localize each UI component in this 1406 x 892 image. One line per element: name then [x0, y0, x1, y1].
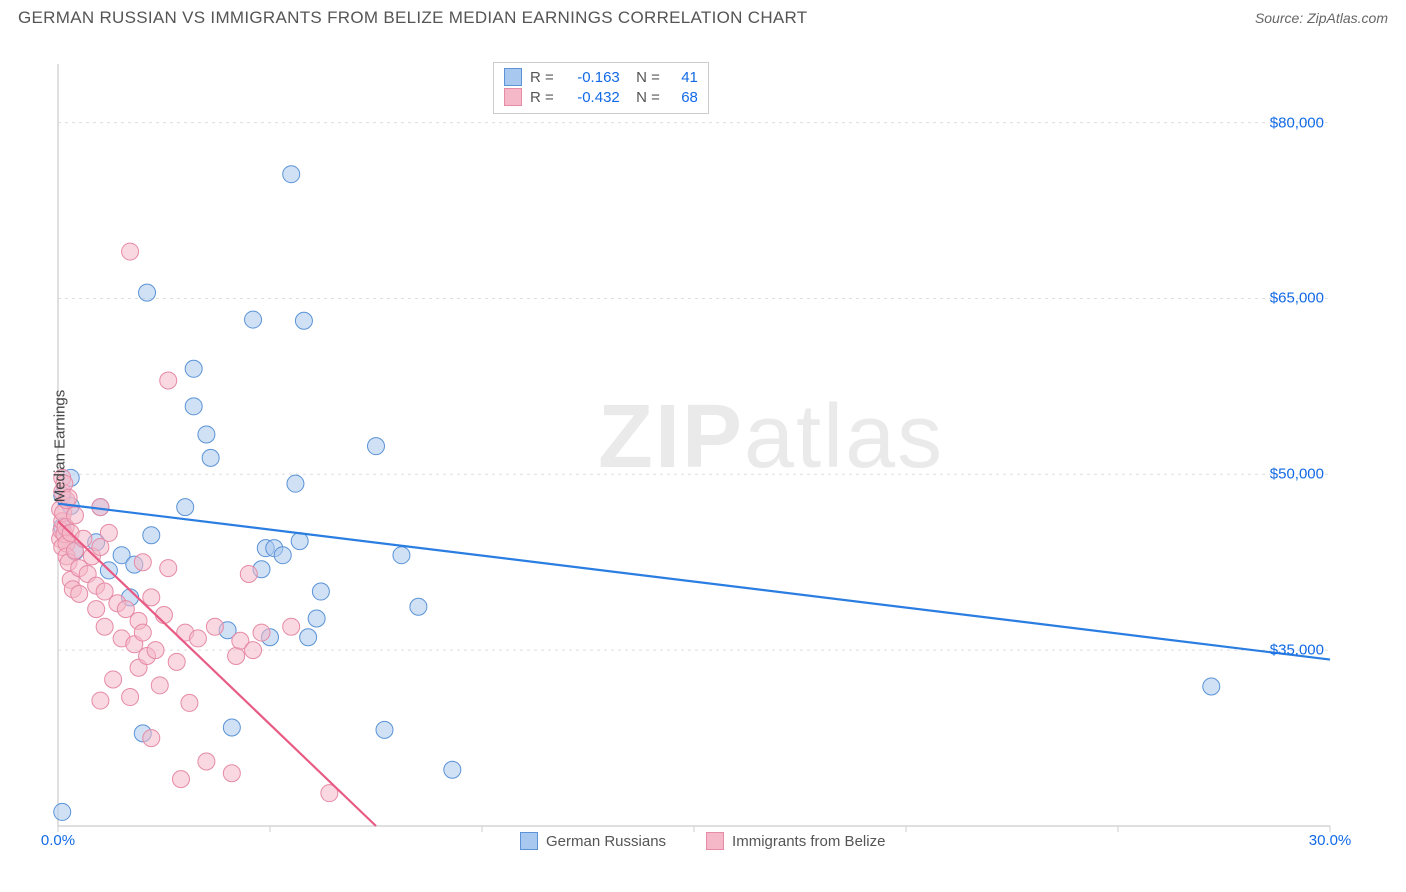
legend-swatch	[504, 68, 522, 86]
y-tick-label: $50,000	[1270, 466, 1324, 483]
y-tick-label: $65,000	[1270, 290, 1324, 307]
y-tick-label: $35,000	[1270, 642, 1324, 659]
legend-series-item: Immigrants from Belize	[706, 832, 885, 850]
legend-swatch	[706, 832, 724, 850]
chart-title: GERMAN RUSSIAN VS IMMIGRANTS FROM BELIZE…	[18, 8, 808, 28]
legend-swatch	[504, 88, 522, 106]
y-axis-label: Median Earnings	[52, 390, 69, 503]
scatter-plot	[48, 56, 1388, 836]
legend-swatch	[520, 832, 538, 850]
legend-stat-row: R = -0.163 N = 41	[504, 67, 698, 87]
x-tick-label: 0.0%	[41, 832, 75, 858]
legend-series-label: Immigrants from Belize	[732, 833, 885, 850]
legend-stat-row: R = -0.432 N = 68	[504, 87, 698, 107]
series-legend: German Russians Immigrants from Belize	[520, 832, 885, 850]
x-tick-label: 30.0%	[1309, 832, 1352, 858]
legend-series-label: German Russians	[546, 833, 666, 850]
legend-series-item: German Russians	[520, 832, 666, 850]
correlation-legend: R = -0.163 N = 41R = -0.432 N = 68	[493, 62, 709, 114]
y-tick-label: $80,000	[1270, 114, 1324, 131]
source-attribution: Source: ZipAtlas.com	[1255, 10, 1388, 26]
chart-container: Median Earnings ZIPatlas $35,000$50,000$…	[48, 56, 1388, 836]
